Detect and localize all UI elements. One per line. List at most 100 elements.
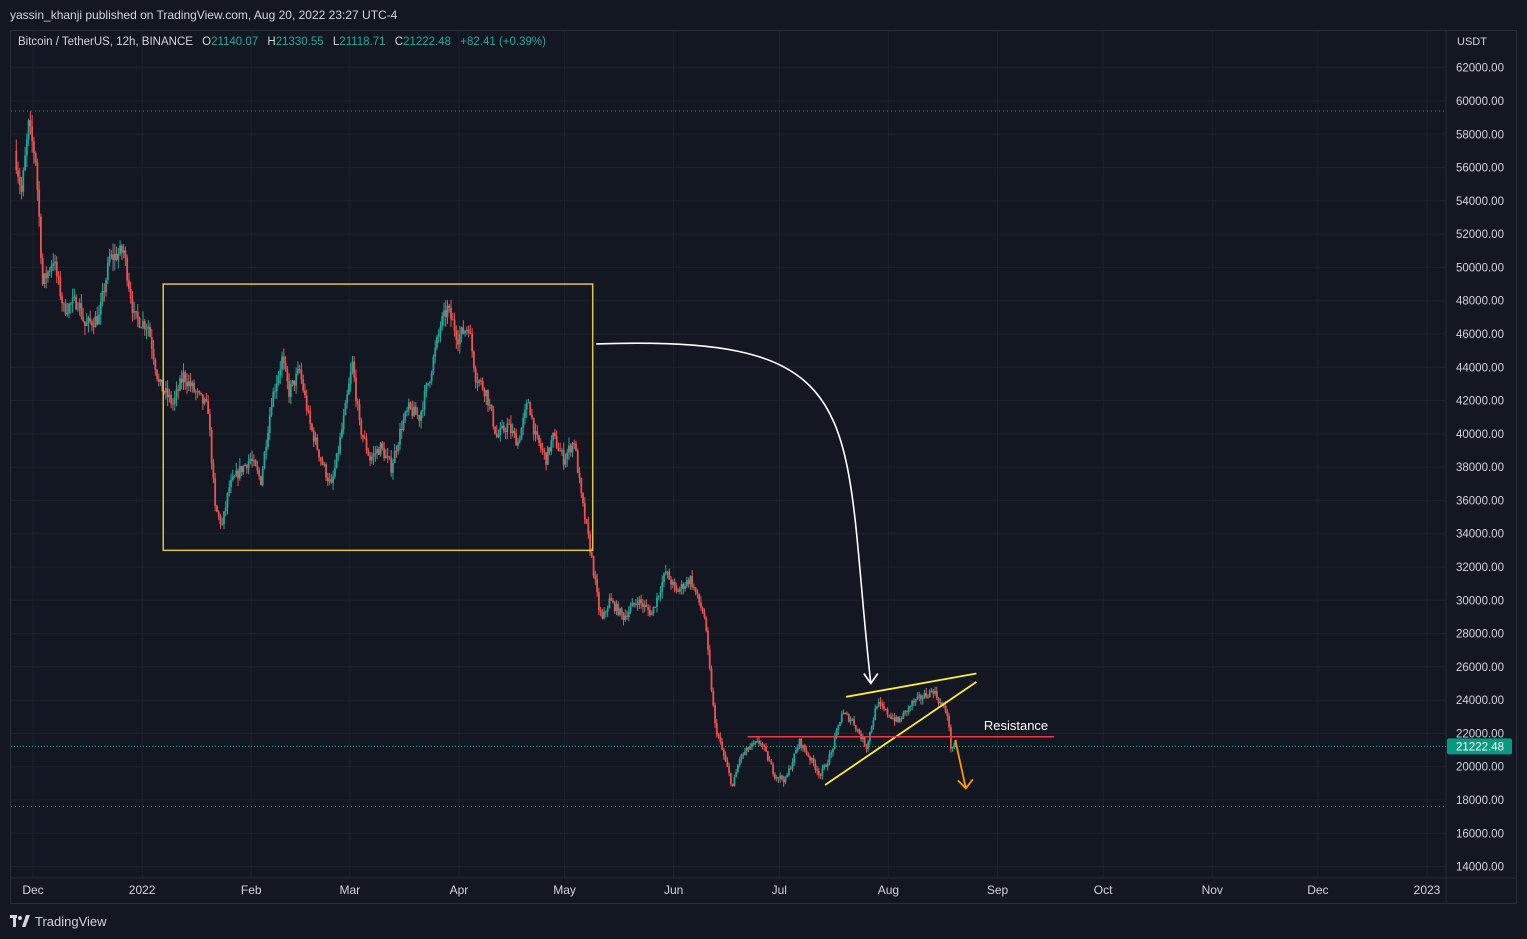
candle-body [555, 436, 558, 449]
brand-name[interactable]: TradingView [35, 913, 107, 929]
candle-body [471, 333, 474, 352]
candle-body [115, 253, 118, 260]
candle-body [735, 771, 738, 778]
candle-body [355, 377, 357, 402]
candle [383, 441, 386, 461]
candle [707, 627, 709, 656]
candle-body [62, 303, 65, 305]
y-tick-label: 22000.00 [1456, 728, 1504, 740]
open-value: 21140.07 [211, 36, 259, 48]
candle [937, 696, 940, 707]
candle-body [832, 748, 834, 753]
candle [386, 447, 389, 463]
candle [890, 712, 892, 720]
candle [420, 409, 423, 429]
price-axis[interactable]: USDT 14000.00 16000.00 18000.00 20000.00 220… [1456, 36, 1504, 874]
candle-body [663, 573, 665, 582]
candle-body [481, 381, 484, 390]
candle-body [671, 581, 674, 585]
candle [119, 240, 122, 257]
tradingview-logo-icon[interactable] [10, 915, 30, 927]
candle-body [508, 423, 511, 425]
candle [900, 716, 903, 722]
candle [865, 743, 868, 753]
candle [45, 266, 48, 289]
candle-body [552, 432, 555, 441]
candle-body [353, 361, 356, 378]
x-tick-label: Feb [241, 883, 262, 897]
candle [295, 367, 298, 394]
candle-body [89, 317, 92, 322]
candle-body [865, 745, 868, 749]
candle-body [80, 303, 83, 318]
candle-body [527, 402, 530, 404]
candle-body [94, 316, 97, 328]
candle-body [177, 389, 180, 391]
candle-body [98, 314, 100, 325]
candle [897, 716, 899, 724]
candle [869, 731, 871, 746]
candle-body [423, 391, 426, 410]
candle-body [184, 372, 187, 383]
candle-body [942, 705, 945, 707]
candle [76, 301, 79, 312]
candle-body [455, 330, 458, 340]
time-axis[interactable]: Dec 2022 Feb Mar Apr May Jun Jul Aug Sep Oct Nov Dec… [22, 883, 1440, 897]
candle-body [506, 423, 509, 433]
candle-body [217, 511, 220, 516]
candle [54, 254, 56, 271]
chart-frame[interactable] [10, 30, 1517, 904]
candle [296, 361, 299, 376]
candle-body [789, 768, 792, 770]
candle [342, 409, 345, 435]
candle-body [620, 608, 623, 614]
candle [828, 750, 831, 766]
candle [316, 434, 319, 451]
candle-body [247, 461, 250, 469]
candle-body [664, 571, 667, 574]
candle-body [150, 336, 153, 350]
candle [895, 715, 898, 723]
candle-body [441, 316, 444, 328]
candle [286, 366, 289, 390]
candle [128, 272, 130, 292]
candle-body [768, 760, 771, 762]
candle-body [196, 391, 199, 393]
candle-body [469, 332, 472, 334]
candle [235, 462, 238, 477]
candle [291, 380, 294, 387]
candle [634, 599, 637, 608]
candle [268, 406, 271, 441]
candle-body [909, 706, 912, 708]
candle-body [953, 743, 956, 748]
x-tick-label: 2023 [1414, 883, 1441, 897]
candle [179, 375, 181, 392]
candle-body [659, 591, 662, 596]
candle [522, 412, 525, 436]
candle-body [511, 430, 514, 434]
candle [520, 427, 523, 440]
candle-body [606, 607, 609, 612]
candle [626, 610, 628, 620]
candle [38, 181, 41, 227]
candle-body [798, 738, 801, 748]
candle-body [883, 705, 885, 710]
candle [930, 687, 933, 693]
candle [856, 728, 859, 733]
candle [124, 246, 127, 267]
candle [539, 438, 542, 453]
candle [455, 325, 458, 349]
candle [245, 464, 248, 474]
candle [622, 612, 625, 626]
candle [395, 445, 398, 458]
candle [191, 380, 194, 393]
candle-body [193, 382, 195, 392]
candle-body [772, 764, 775, 774]
candle-body [536, 431, 539, 436]
flow-arrow-head [863, 673, 879, 685]
candle-body [399, 429, 401, 445]
candle-body [325, 464, 327, 478]
candle [620, 606, 623, 620]
candle [326, 472, 329, 487]
